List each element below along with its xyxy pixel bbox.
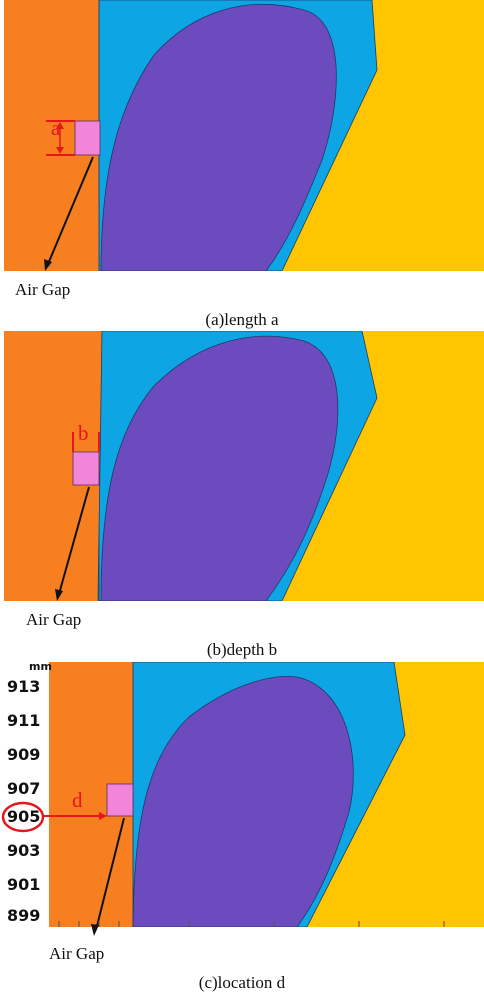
panel-c-diagram <box>49 662 484 927</box>
caption-c: (c)location d <box>198 973 286 992</box>
leader-arrowhead <box>55 589 63 601</box>
tick-899: 899 <box>7 906 41 925</box>
caption-a: (a)length a <box>205 310 279 329</box>
purple-region <box>100 335 339 601</box>
dimension-label-b: b <box>78 421 89 445</box>
panel-b-diagram <box>4 331 484 601</box>
leader-arrowhead <box>44 259 52 271</box>
air-gap-label-b: Air Gap <box>26 610 82 629</box>
air-gap-label-a: Air Gap <box>15 280 71 299</box>
tick-907: 907 <box>7 779 41 798</box>
axis-unit: mm <box>29 660 52 673</box>
tick-901: 901 <box>7 875 41 894</box>
panel-b-svg <box>4 331 484 601</box>
leader-line <box>95 817 125 927</box>
highlight-ellipse <box>1 801 45 833</box>
bottom-axis-ticks <box>58 921 445 927</box>
location-arrowhead <box>99 812 107 820</box>
air-gap-label-c: Air Gap <box>49 944 105 963</box>
leader-line <box>47 156 94 265</box>
orange-region <box>4 331 102 601</box>
air-gap-rect <box>74 120 101 156</box>
ellipse-connector <box>42 815 52 817</box>
purple-region <box>100 4 337 271</box>
tick-911: 911 <box>7 711 41 730</box>
tick-909: 909 <box>7 745 41 764</box>
dimension-arrowhead-down <box>56 147 64 154</box>
tick-913: 913 <box>7 677 41 696</box>
panel-a-diagram <box>4 0 484 271</box>
purple-region <box>132 675 354 927</box>
orange-boundary <box>97 331 103 601</box>
dimension-label-d: d <box>72 788 83 812</box>
panel-c-svg <box>49 662 484 927</box>
air-gap-rect <box>72 451 100 486</box>
air-gap-rect <box>106 783 134 817</box>
tick-903: 903 <box>7 841 41 860</box>
tick-905: 905 <box>7 807 41 826</box>
dimension-label-a: a <box>51 116 61 140</box>
dimension-arrowhead-up <box>56 122 64 129</box>
leader-line <box>58 486 90 595</box>
panel-a-svg <box>4 0 484 271</box>
caption-b: (b)depth b <box>206 640 278 659</box>
leader-arrowhead-c <box>91 924 99 936</box>
